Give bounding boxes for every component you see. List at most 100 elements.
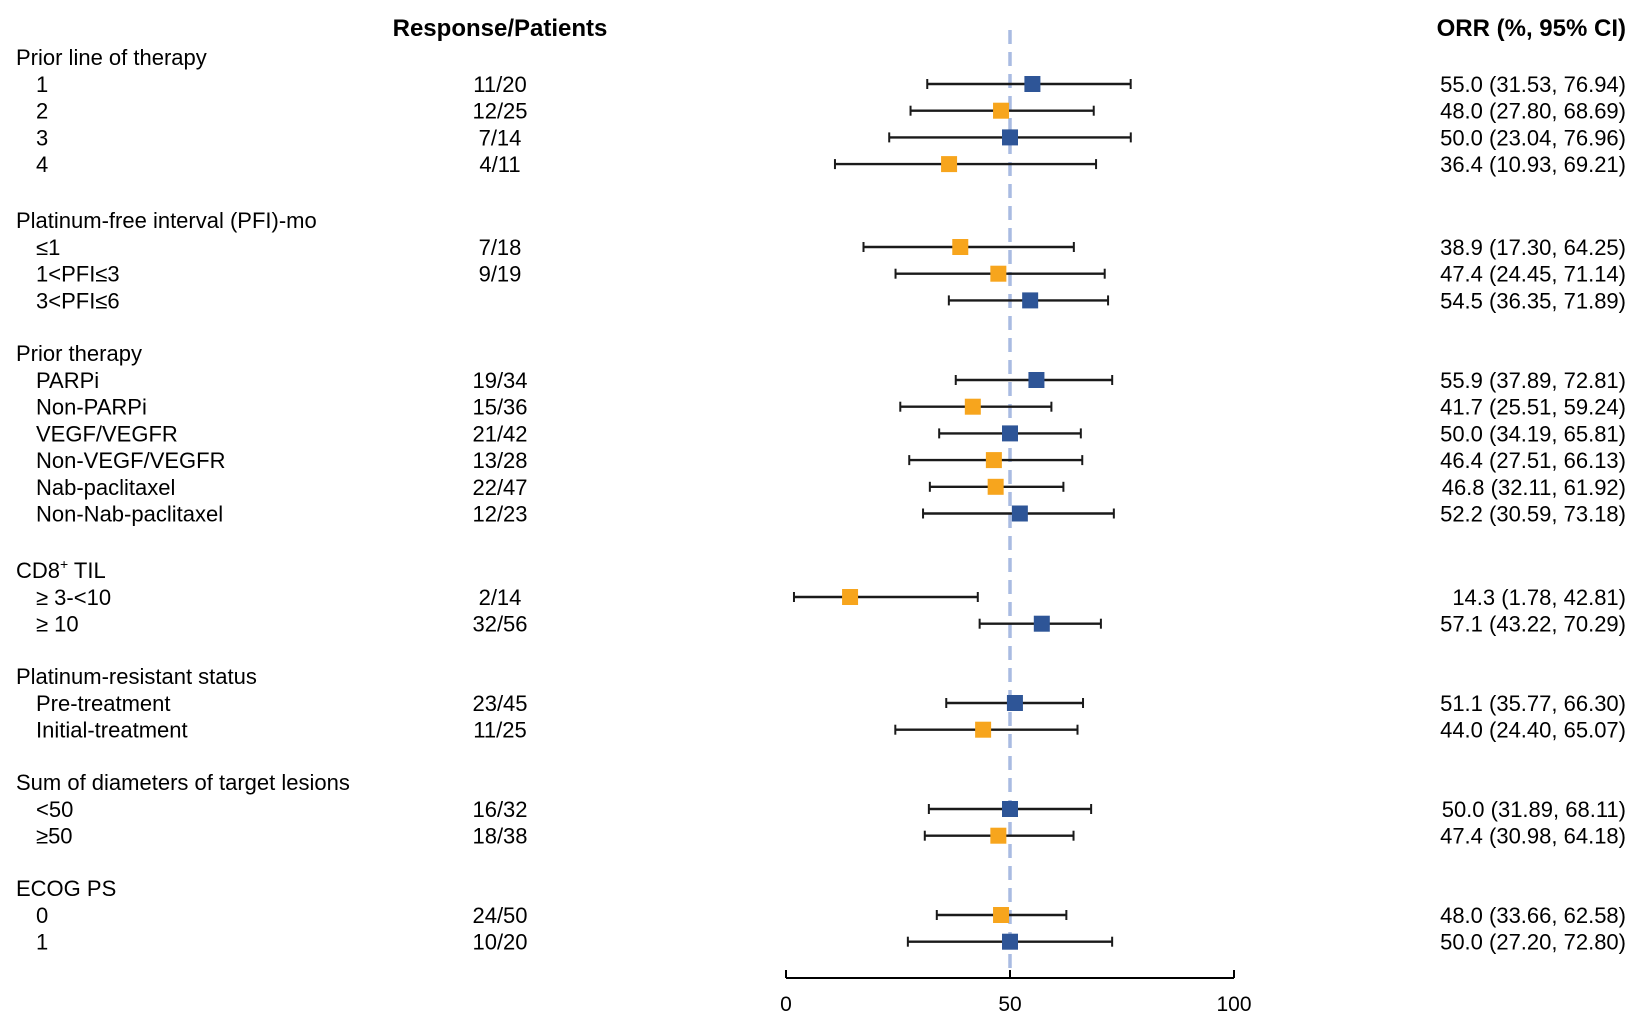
point-estimate-marker (964, 398, 981, 415)
row-label: PARPi (36, 368, 99, 393)
row-label: 1<PFI≤3 (36, 262, 120, 287)
row-response: 32/56 (472, 612, 527, 637)
row-response: 10/20 (472, 930, 527, 955)
row-response: 12/23 (472, 502, 527, 527)
forest-row: 2 12/25 48.0 (27.80, 68.69) (36, 99, 1626, 124)
row-response: 4/11 (479, 152, 520, 177)
forest-row: <50 16/32 50.0 (31.89, 68.11) (36, 797, 1626, 822)
forest-row: 4 4/11 36.4 (10.93, 69.21) (36, 152, 1626, 177)
row-orr-ci: 47.4 (30.98, 64.18) (1440, 824, 1626, 849)
row-label: ≥ 10 (36, 612, 79, 637)
response-header: Response/Patients (393, 15, 608, 42)
orr-header: ORR (%, 95% CI) (1437, 15, 1626, 42)
row-orr-ci: 51.1 (35.77, 66.30) (1440, 691, 1626, 716)
point-estimate-marker (990, 827, 1007, 844)
row-orr-ci: 55.9 (37.89, 72.81) (1440, 368, 1626, 393)
row-response: 9/19 (479, 262, 522, 287)
point-estimate-marker (1002, 129, 1018, 146)
point-estimate-marker (985, 452, 1002, 469)
group-title: Prior line of therapy (16, 45, 207, 70)
point-estimate-marker (842, 589, 859, 605)
forest-row: Non-Nab-paclitaxel 12/23 52.2 (30.59, 73.1… (36, 502, 1626, 527)
row-label: 3 (36, 125, 48, 150)
row-label: <50 (36, 797, 73, 822)
row-label: Non-Nab-paclitaxel (36, 502, 223, 527)
group-title: Platinum-resistant status (16, 664, 257, 689)
point-estimate-marker (1028, 372, 1045, 388)
forest-row: Nab-paclitaxel 22/47 46.8 (32.11, 61.92) (36, 475, 1626, 500)
point-estimate-marker (993, 907, 1010, 923)
point-estimate-marker (1024, 76, 1041, 92)
row-orr-ci: 46.8 (32.11, 61.92) (1442, 475, 1626, 500)
row-response: 2/14 (479, 585, 522, 610)
point-estimate-marker (941, 156, 958, 173)
forest-row: Non-PARPi 15/36 41.7 (25.51, 59.24) (36, 395, 1626, 420)
point-estimate-marker (1033, 615, 1050, 632)
row-label: ≥50 (36, 824, 73, 849)
group-title: Platinum-free interval (PFI)-mo (16, 208, 317, 233)
row-label: ≥ 3-<10 (36, 585, 111, 610)
forest-row: 1 10/20 50.0 (27.20, 72.80) (36, 930, 1626, 955)
point-estimate-marker (952, 239, 969, 255)
group-title: Sum of diameters of target lesions (16, 770, 350, 795)
group-title: ECOG PS (16, 876, 116, 901)
row-response: 15/36 (472, 395, 527, 420)
row-response: 11/20 (473, 72, 526, 97)
subgroup: Sum of diameters of target lesions<50 16/… (16, 770, 1626, 849)
row-label: Nab-paclitaxel (36, 475, 175, 500)
row-orr-ci: 50.0 (23.04, 76.96) (1440, 125, 1626, 150)
forest-row: ≥50 18/38 47.4 (30.98, 64.18) (36, 824, 1626, 849)
row-label: Non-VEGF/VEGFR (36, 448, 225, 473)
row-response: 22/47 (472, 475, 527, 500)
row-orr-ci: 54.5 (36.35, 71.89) (1440, 288, 1626, 313)
forest-row: 1 11/20 55.0 (31.53, 76.94) (36, 72, 1626, 97)
row-label: Non-PARPi (36, 395, 147, 420)
x-tick-label: 50 (998, 993, 1021, 1016)
forest-row: 3<PFI≤6 54.5 (36.35, 71.89) (36, 288, 1626, 313)
row-label: Initial-treatment (36, 718, 188, 743)
group-title: Prior therapy (16, 341, 142, 366)
x-tick-label: 100 (1216, 993, 1251, 1016)
row-orr-ci: 48.0 (33.66, 62.58) (1440, 903, 1626, 928)
point-estimate-marker (1022, 292, 1039, 309)
point-estimate-marker (1006, 695, 1023, 711)
point-estimate-marker (990, 265, 1007, 282)
row-label: VEGF/VEGFR (36, 421, 178, 446)
subgroup: ECOG PS0 24/50 48.0 (33.66, 62.58) 1 10/20 50… (16, 876, 1626, 955)
x-tick-label: 0 (780, 993, 792, 1016)
row-response: 16/32 (472, 797, 527, 822)
row-response: 21/42 (472, 421, 527, 446)
row-response: 7/14 (479, 125, 522, 150)
row-orr-ci: 50.0 (34.19, 65.81) (1440, 421, 1626, 446)
forest-row: PARPi 19/34 55.9 (37.89, 72.81) (36, 368, 1626, 393)
row-response: 23/45 (472, 691, 527, 716)
row-label: 1 (36, 72, 48, 97)
forest-row: Non-VEGF/VEGFR 13/28 46.4 (27.51, 66.13) (36, 448, 1626, 473)
row-orr-ci: 57.1 (43.22, 70.29) (1440, 612, 1626, 637)
row-orr-ci: 46.4 (27.51, 66.13) (1440, 448, 1626, 473)
row-orr-ci: 52.2 (30.59, 73.18) (1440, 502, 1626, 527)
subgroup: Platinum-free interval (PFI)-mo≤1 7/18 38.… (16, 208, 1626, 313)
row-orr-ci: 14.3 (1.78, 42.81) (1452, 585, 1626, 610)
row-orr-ci: 41.7 (25.51, 59.24) (1440, 395, 1626, 420)
point-estimate-marker (1002, 933, 1018, 950)
forest-row: VEGF/VEGFR 21/42 50.0 (34.19, 65.81) (36, 421, 1626, 446)
forest-row: 0 24/50 48.0 (33.66, 62.58) (36, 903, 1626, 928)
row-orr-ci: 48.0 (27.80, 68.69) (1440, 99, 1626, 124)
group-title: CD8+ TIL (16, 556, 106, 583)
row-response: 18/38 (472, 824, 527, 849)
row-label: Pre-treatment (36, 691, 171, 716)
row-label: 2 (36, 99, 48, 124)
point-estimate-marker (1002, 801, 1018, 817)
forest-row: ≥ 10 32/56 57.1 (43.22, 70.29) (36, 612, 1626, 637)
row-orr-ci: 47.4 (24.45, 71.14) (1440, 262, 1626, 287)
row-label: ≤1 (36, 235, 60, 260)
forest-row: ≥ 3-<10 2/14 14.3 (1.78, 42.81) (36, 585, 1626, 610)
row-response: 11/25 (473, 718, 526, 743)
row-response: 12/25 (472, 99, 527, 124)
